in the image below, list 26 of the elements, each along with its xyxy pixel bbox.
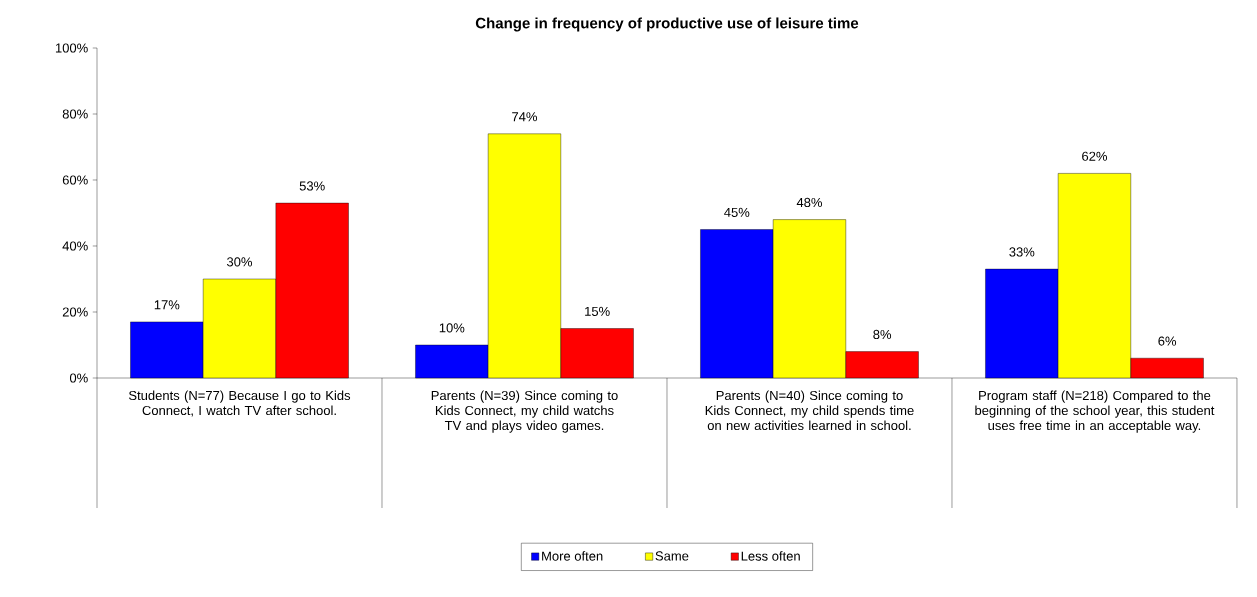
legend-label: More often [542,551,603,561]
y-tick-label: 40% [62,241,88,251]
legend-label: Same [655,551,689,561]
data-label: 10% [439,323,465,333]
x-tick-label: Program staff (N=218) Compared to the beginning of the school year, this student uses free time in an acceptable way. [975,390,1215,433]
data-label: 45% [724,207,750,217]
data-label: 62% [1082,151,1108,161]
data-label: 17% [154,300,180,310]
y-tick-label: 0% [69,373,88,383]
x-tick-label: Students (N=77) Because I go to Kids Connect, I watch TV after school. [128,390,351,417]
x-tick-label: Parents (N=40) Since coming to Kids Connect, my child spends time on new activities learned in school. [705,390,914,431]
data-label: 15% [585,306,610,316]
chart-title: Change in frequency of productive use of leisure time [475,17,859,32]
data-label: 74% [512,112,538,122]
y-tick-label: 100% [55,43,88,53]
legend-label: Less often [741,551,800,561]
data-label: 53% [299,181,325,191]
data-label: 33% [1009,247,1035,257]
data-label: 8% [873,329,892,340]
y-tick-label: 20% [62,307,88,317]
data-label: 48% [796,197,823,208]
data-label: 30% [226,257,253,267]
x-tick-label: Parents (N=39) Since coming to Kids Connect, my child watchs TV and plays video games. [431,390,618,433]
y-tick-label: 60% [62,175,88,185]
data-label: 6% [1158,336,1177,346]
y-tick-label: 80% [62,109,88,119]
